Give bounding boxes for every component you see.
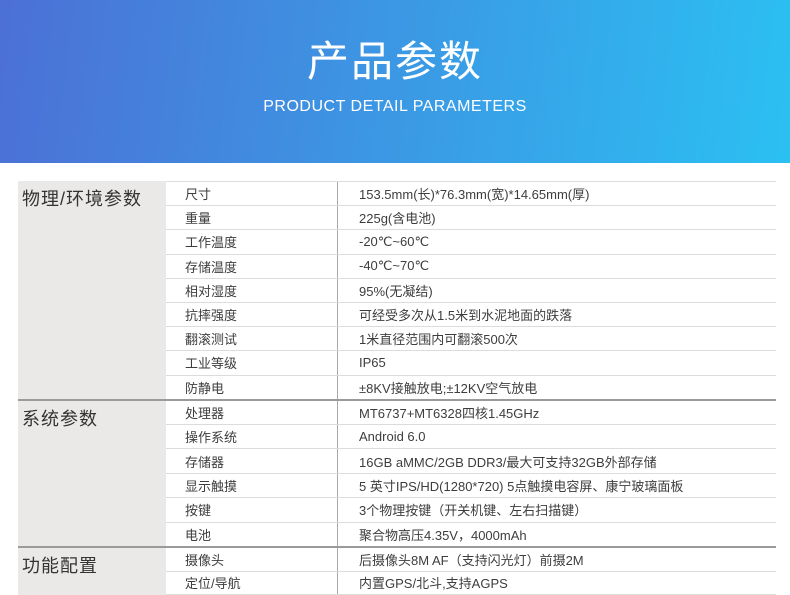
table-row: 防静电 ±8KV接触放电;±12KV空气放电 xyxy=(166,375,776,399)
table-row: 抗摔强度 可经受多次从1.5米到水泥地面的跌落 xyxy=(166,302,776,328)
param-value: -20℃~60℃ xyxy=(337,230,776,254)
table-row: 按键 3个物理按键（开关机键、左右扫描键） xyxy=(166,498,776,523)
param-name: 工业等级 xyxy=(185,356,238,372)
param-value: 可经受多次从1.5米到水泥地面的跌落 xyxy=(337,302,776,327)
param-name: 存储温度 xyxy=(185,259,238,275)
param-value: 225g(含电池) xyxy=(337,206,776,230)
param-value: 后摄像头8M AF（支持闪光灯）前摄2M xyxy=(337,548,776,571)
param-name: 电池 xyxy=(185,527,212,543)
param-value: 16GB aMMC/2GB DDR3/最大可支持32GB外部存储 xyxy=(337,449,776,473)
param-name: 处理器 xyxy=(185,405,225,421)
table-row: 相对湿度 95%(无凝结) xyxy=(166,278,776,303)
param-name: 翻滚测试 xyxy=(185,332,238,348)
spec-section: 功能配置 摄像头 后摄像头8M AF（支持闪光灯）前摄2M 定位/导航 内置GP… xyxy=(18,546,776,595)
param-name: 抗摔强度 xyxy=(185,308,238,324)
table-row: 定位/导航 内置GPS/北斗,支持AGPS xyxy=(166,571,776,595)
table-row: 工作温度 -20℃~60℃ xyxy=(166,230,776,255)
param-value: MT6737+MT6328四核1.45GHz xyxy=(337,400,776,425)
param-name: 定位/导航 xyxy=(185,576,241,592)
table-row: 翻滚测试 1米直径范围内可翻滚500次 xyxy=(166,327,776,352)
param-value: Android 6.0 xyxy=(337,425,776,449)
product-params-banner: 产品参数 PRODUCT DETAIL PARAMETERS xyxy=(0,0,790,163)
param-value: -40℃~70℃ xyxy=(337,254,776,278)
table-row: 存储温度 -40℃~70℃ xyxy=(166,254,776,279)
param-name: 工作温度 xyxy=(185,235,238,251)
section-header: 系统参数 xyxy=(18,400,166,547)
table-row: 显示触摸 5 英寸IPS/HD(1280*720) 5点触摸电容屏、康宁玻璃面板 xyxy=(166,473,776,499)
param-name: 重量 xyxy=(185,211,212,227)
param-name: 相对湿度 xyxy=(185,283,238,299)
param-value: ±8KV接触放电;±12KV空气放电 xyxy=(337,375,776,399)
table-row: 重量 225g(含电池) xyxy=(166,206,776,231)
table-row: 工业等级 IP65 xyxy=(166,351,776,376)
param-name: 按键 xyxy=(185,503,212,519)
table-row: 操作系统 Android 6.0 xyxy=(166,425,776,450)
page-title: 产品参数 xyxy=(306,38,483,85)
section-rows: 处理器 MT6737+MT6328四核1.45GHz 操作系统 Android … xyxy=(166,400,776,547)
param-value: 153.5mm(长)*76.3mm(宽)*14.65mm(厚) xyxy=(337,182,776,206)
param-name: 防静电 xyxy=(185,380,225,396)
param-name: 尺寸 xyxy=(185,187,212,203)
section-header: 功能配置 xyxy=(18,548,166,595)
spec-section: 系统参数 处理器 MT6737+MT6328四核1.45GHz 操作系统 And… xyxy=(18,398,776,547)
param-value: 3个物理按键（开关机键、左右扫描键） xyxy=(337,498,776,522)
table-row: 电池 聚合物高压4.35V，4000mAh xyxy=(166,522,776,547)
table-row: 尺寸 153.5mm(长)*76.3mm(宽)*14.65mm(厚) xyxy=(166,182,776,207)
param-value: 95%(无凝结) xyxy=(337,278,776,302)
table-row: 摄像头 后摄像头8M AF（支持闪光灯）前摄2M xyxy=(166,548,776,572)
spec-section: 物理/环境参数 尺寸 153.5mm(长)*76.3mm(宽)*14.65mm(… xyxy=(18,181,776,399)
param-name: 存储器 xyxy=(185,454,225,470)
param-value: IP65 xyxy=(337,351,776,375)
section-rows: 尺寸 153.5mm(长)*76.3mm(宽)*14.65mm(厚) 重量 22… xyxy=(166,181,776,399)
spec-table: 物理/环境参数 尺寸 153.5mm(长)*76.3mm(宽)*14.65mm(… xyxy=(18,181,776,595)
param-value: 内置GPS/北斗,支持AGPS xyxy=(337,571,776,595)
param-value: 聚合物高压4.35V，4000mAh xyxy=(337,522,776,547)
param-name: 操作系统 xyxy=(185,430,238,446)
section-rows: 摄像头 后摄像头8M AF（支持闪光灯）前摄2M 定位/导航 内置GPS/北斗,… xyxy=(166,548,776,595)
param-value: 5 英寸IPS/HD(1280*720) 5点触摸电容屏、康宁玻璃面板 xyxy=(337,473,776,498)
param-value: 1米直径范围内可翻滚500次 xyxy=(337,327,776,351)
table-row: 处理器 MT6737+MT6328四核1.45GHz xyxy=(166,400,776,426)
param-name: 摄像头 xyxy=(185,552,225,568)
param-name: 显示触摸 xyxy=(185,479,238,495)
table-row: 存储器 16GB aMMC/2GB DDR3/最大可支持32GB外部存储 xyxy=(166,449,776,474)
section-header: 物理/环境参数 xyxy=(18,181,166,399)
page-subtitle: PRODUCT DETAIL PARAMETERS xyxy=(263,98,527,115)
